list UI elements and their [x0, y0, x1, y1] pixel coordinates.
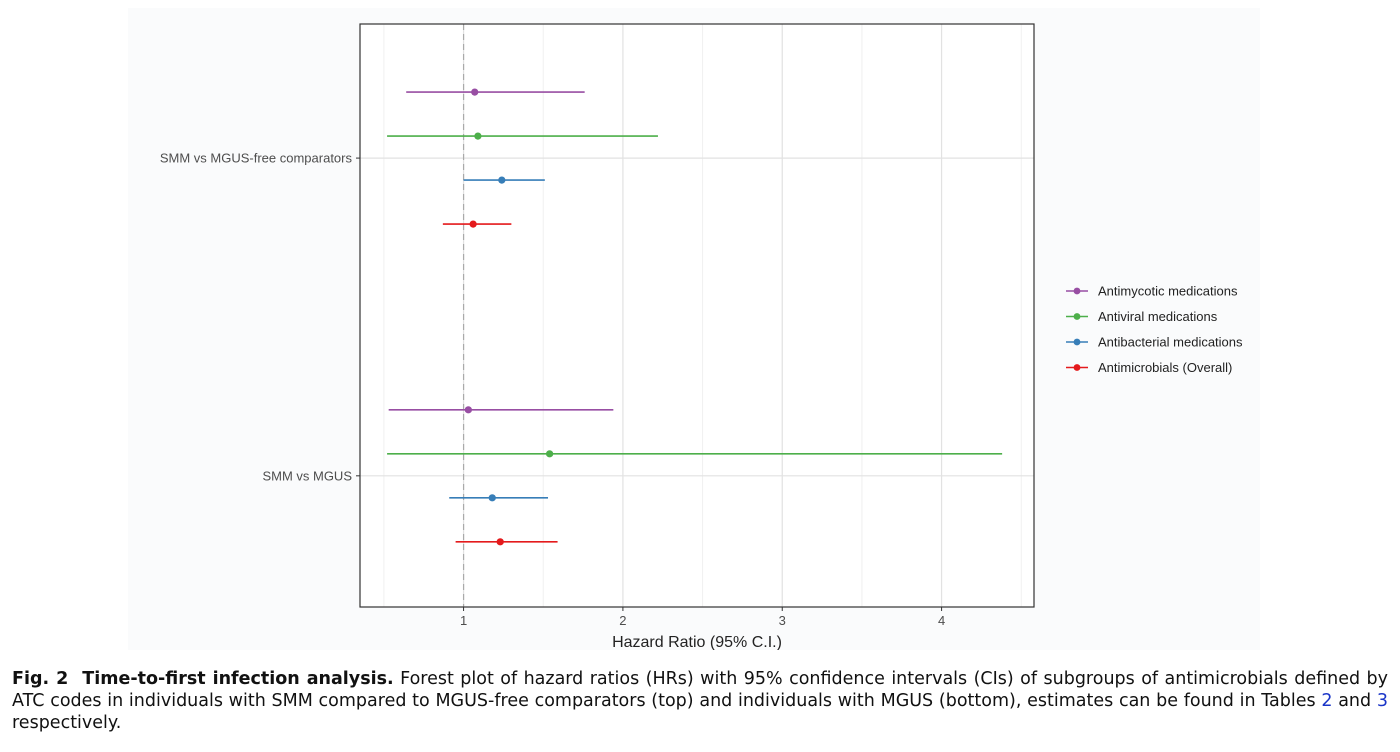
legend-label: Antibacterial medications: [1098, 335, 1243, 350]
plot-border: [359, 23, 1035, 608]
legend-key-point: [1073, 364, 1081, 371]
legend-label: Antimicrobials (Overall): [1098, 360, 1232, 375]
caption-text-and: and: [1332, 691, 1377, 711]
figure-title: Time-to-first infection analysis.: [82, 669, 394, 689]
figure-label: Fig. 2: [12, 669, 69, 689]
table-3-link[interactable]: 3: [1376, 691, 1388, 711]
hr-point: [496, 538, 504, 546]
x-tick-label: 2: [619, 613, 626, 628]
hr-point: [471, 88, 479, 96]
hr-point: [546, 450, 554, 458]
legend-key-point: [1073, 338, 1081, 346]
table-2-link[interactable]: 2: [1321, 691, 1333, 711]
hr-point: [498, 176, 506, 184]
plot-panel: [360, 24, 1034, 607]
legend-key-point: [1073, 287, 1081, 295]
x-tick-label: 4: [938, 613, 945, 628]
y-tick-label: SMM vs MGUS: [262, 468, 352, 483]
hr-point: [464, 406, 472, 414]
hr-point: [474, 132, 482, 140]
legend-label: Antiviral medications: [1098, 309, 1218, 324]
caption-text: Forest plot of hazard ratios (HRs) with …: [12, 669, 1388, 711]
y-tick-label: SMM vs MGUS-free comparators: [160, 151, 353, 166]
legend-key-point: [1073, 313, 1081, 320]
legend-label: Antimycotic medications: [1098, 284, 1238, 299]
x-tick-label: 3: [779, 613, 786, 628]
forest-plot: SMM vs MGUS-free comparators SMM vs MGUS 1…: [160, 23, 1243, 650]
hr-point: [488, 494, 496, 502]
x-tick-label: 1: [460, 613, 467, 628]
figure-area: SMM vs MGUS-free comparators SMM vs MGUS 1…: [128, 8, 1260, 650]
figure-caption: Fig. 2 Time-to-first infection analysis. …: [12, 668, 1388, 734]
hr-point: [469, 220, 477, 228]
x-axis-title: Hazard Ratio (95% C.I.): [612, 634, 782, 650]
caption-text-end: respectively.: [12, 713, 122, 733]
